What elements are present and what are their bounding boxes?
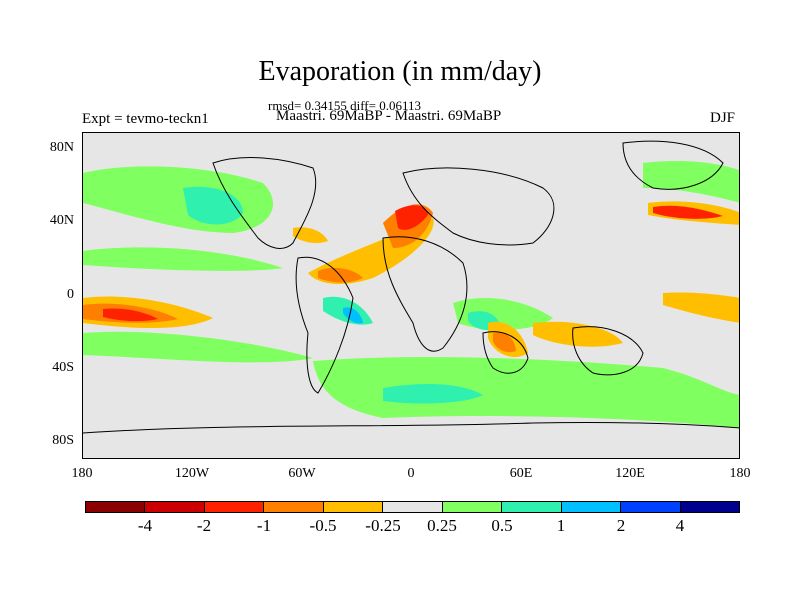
colorbar-label: -4 xyxy=(137,516,153,535)
continent-outlines xyxy=(83,140,739,434)
positive-anomaly xyxy=(83,331,313,363)
positive-anomaly xyxy=(343,307,363,324)
colorbar-label: 0.25 xyxy=(427,516,457,535)
colorbar-swatch xyxy=(502,502,562,512)
colorbar-label: 4 xyxy=(675,516,685,535)
colorbar-swatch xyxy=(86,502,146,512)
colorbar-label: -0.25 xyxy=(365,516,401,535)
positive-anomaly xyxy=(643,160,739,203)
lat-label: 80N xyxy=(49,140,74,155)
lon-label: 0 xyxy=(407,466,415,481)
positive-anomaly xyxy=(313,357,739,428)
negative-anomaly xyxy=(395,205,428,230)
lat-label: 40S xyxy=(52,360,74,375)
colorbar-label: 2 xyxy=(616,516,626,535)
colorbar-swatch xyxy=(323,502,384,512)
colorbar-label: -0.5 xyxy=(309,516,337,535)
negative-anomaly xyxy=(103,308,158,322)
colorbar-swatch xyxy=(145,502,205,512)
comparison-label: Maastri. 69MaBP - Maastri. 69MaBP xyxy=(276,108,502,124)
colorbar-label: -2 xyxy=(196,516,212,535)
colorbar-label: -1 xyxy=(256,516,272,535)
season-label: DJF xyxy=(710,110,736,126)
lon-label: 180 xyxy=(729,466,751,481)
lat-label: 40N xyxy=(49,213,74,228)
stats-line: rmsd= 0.34155 diff= 0.06113 xyxy=(268,98,421,113)
colorbar-swatch xyxy=(621,502,681,512)
map-panel xyxy=(82,132,740,459)
negative-anomaly xyxy=(493,332,516,353)
plot-title: Evaporation (in mm/day) xyxy=(258,56,542,87)
lat-label: 80S xyxy=(52,433,74,448)
colorbar-swatch xyxy=(561,502,622,512)
lon-label: 60W xyxy=(288,466,316,481)
negative-anomaly xyxy=(293,227,328,244)
negative-anomaly xyxy=(318,267,363,283)
experiment-label: Expt = tevmo-teckn1 xyxy=(82,111,209,127)
negative-anomaly xyxy=(653,205,723,219)
colorbar-label: 1 xyxy=(556,516,566,535)
anomaly-fields xyxy=(83,160,739,428)
lon-label: 60E xyxy=(509,466,533,481)
colorbar-label: 0.5 xyxy=(491,516,513,535)
map-svg xyxy=(83,133,739,458)
lon-label: 120E xyxy=(615,466,645,481)
colorbar-swatch xyxy=(442,502,503,512)
negative-anomaly xyxy=(533,321,623,347)
lon-label: 180 xyxy=(71,466,93,481)
negative-anomaly xyxy=(663,292,739,323)
colorbar xyxy=(85,501,740,513)
lat-label: 0 xyxy=(67,287,74,302)
colorbar-swatch xyxy=(680,502,739,512)
positive-anomaly xyxy=(83,247,283,271)
positive-anomaly xyxy=(383,383,483,404)
lon-label: 120W xyxy=(174,466,210,481)
colorbar-swatch xyxy=(204,502,265,512)
colorbar-swatch xyxy=(383,502,443,512)
colorbar-swatch xyxy=(264,502,324,512)
positive-anomaly xyxy=(183,186,243,225)
